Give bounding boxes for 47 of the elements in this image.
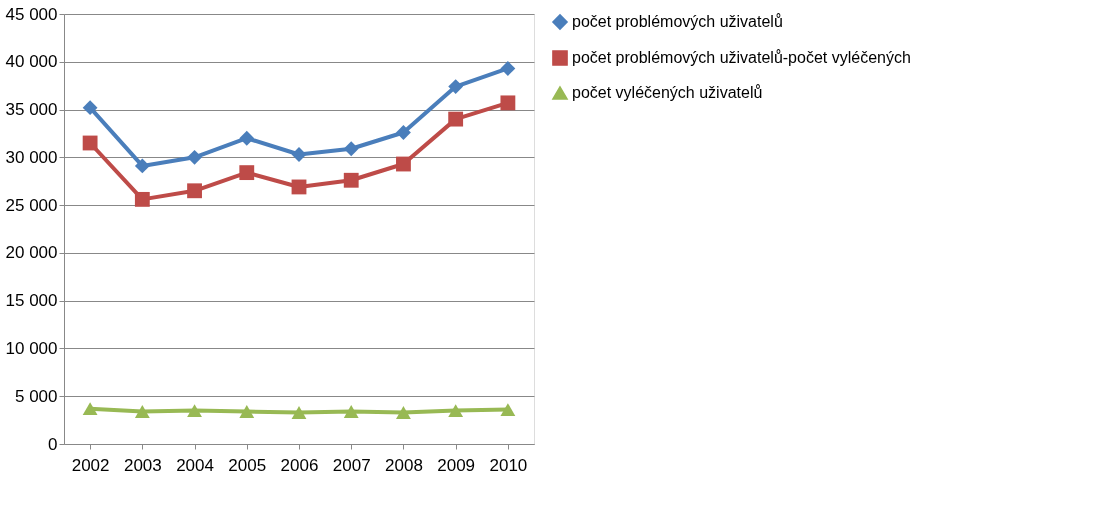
- point: [82, 402, 98, 416]
- x-tick-label: 2006: [280, 455, 319, 475]
- point: [396, 156, 411, 172]
- point: [134, 158, 150, 174]
- point: [343, 172, 359, 188]
- x-tick-label: 2009: [437, 455, 476, 475]
- point: [343, 141, 359, 157]
- point: [134, 191, 150, 207]
- point: [448, 111, 464, 127]
- x-tick-label: 2010: [489, 455, 528, 475]
- point: [396, 406, 411, 419]
- y-tick-label: 30 000: [5, 147, 58, 167]
- y-tick-label: 5 000: [14, 386, 58, 406]
- point: [291, 406, 307, 419]
- x-tick-label: 2005: [228, 455, 267, 475]
- point: [500, 61, 516, 76]
- x-tick-label: 2002: [71, 455, 110, 475]
- y-tick-label: 10 000: [5, 338, 58, 358]
- point: [134, 405, 150, 418]
- point: [187, 404, 202, 417]
- point: [82, 135, 98, 151]
- y-tick-label: 25 000: [5, 195, 58, 215]
- legend-label: počet problémových uživatelů-počet vyléčených: [572, 49, 911, 66]
- point: [239, 130, 255, 146]
- point: [500, 403, 516, 417]
- point: [396, 125, 411, 140]
- point: [187, 183, 202, 199]
- point: [500, 95, 516, 111]
- x-tick-label: 2003: [123, 455, 162, 475]
- y-tick-label: 40 000: [5, 52, 58, 72]
- point: [448, 404, 464, 417]
- legend-label: počet problémových uživatelů: [572, 13, 783, 30]
- x-tick-label: 2007: [332, 455, 371, 475]
- y-tick-label: 0: [48, 434, 58, 454]
- x-tick-label: 2004: [176, 455, 214, 475]
- point: [239, 405, 255, 418]
- y-tick-label: 15 000: [5, 291, 58, 311]
- x-tick-label: 2008: [385, 455, 423, 475]
- y-tick-label: 45 000: [5, 4, 58, 24]
- y-tick-label: 20 000: [5, 243, 58, 263]
- point: [187, 149, 202, 165]
- legend-label: počet vyléčených uživatelů: [572, 84, 763, 101]
- point: [343, 405, 359, 418]
- y-tick-label: 35 000: [5, 100, 58, 120]
- point: [239, 165, 255, 181]
- point: [448, 79, 464, 95]
- point: [82, 100, 98, 116]
